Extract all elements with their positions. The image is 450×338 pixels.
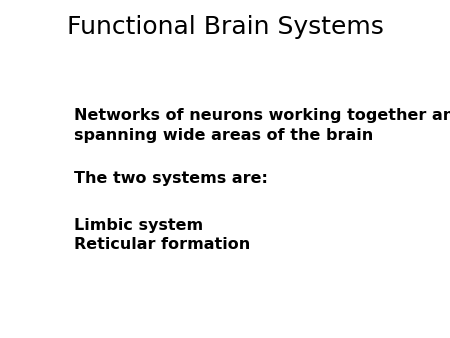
Text: Functional Brain Systems: Functional Brain Systems (67, 15, 383, 39)
Text: Networks of neurons working together and
spanning wide areas of the brain: Networks of neurons working together and… (74, 108, 450, 143)
Text: Limbic system
Reticular formation: Limbic system Reticular formation (74, 218, 250, 252)
Text: The two systems are:: The two systems are: (74, 171, 268, 186)
